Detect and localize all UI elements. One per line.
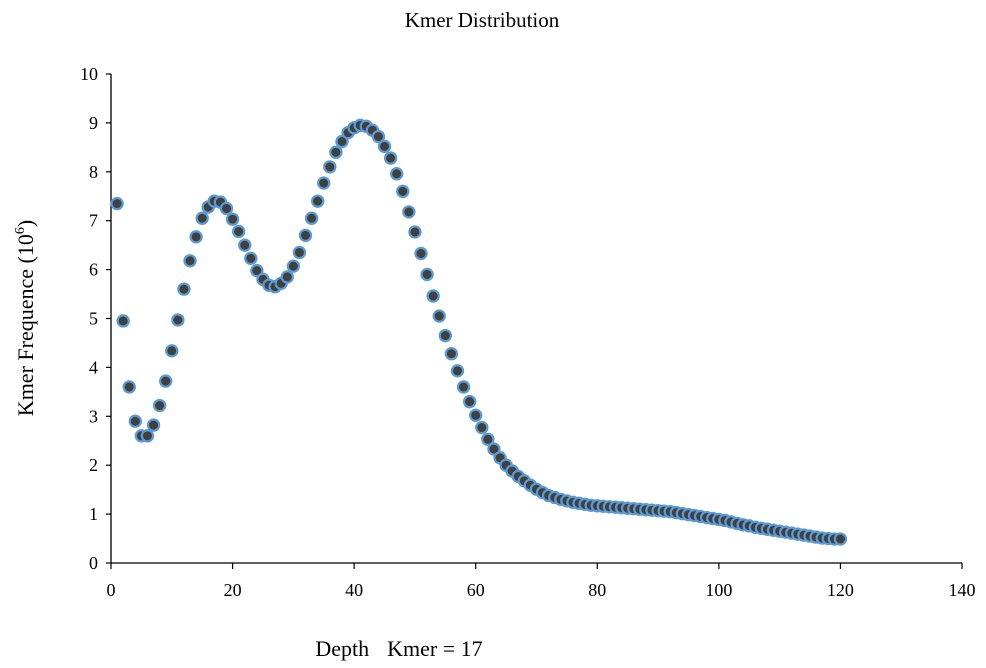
data-point [438,328,453,343]
data-point [323,160,337,174]
data-point [414,246,428,261]
data-point [487,442,501,456]
data-point [481,432,495,446]
data-point [371,129,386,144]
data-point [310,194,325,208]
data-point [329,145,343,159]
x-tick-label: 0 [107,580,116,600]
data-point [116,314,130,328]
data-point [171,313,185,327]
data-point [298,228,313,243]
data-point [389,167,404,181]
data-point [335,134,349,149]
y-tick-label: 10 [80,64,98,84]
data-point [146,418,161,432]
data-point [304,211,319,225]
x-tick-label: 80 [588,580,606,600]
data-point [238,238,252,252]
data-point [383,151,398,165]
data-point [195,211,209,225]
y-tick-label: 3 [89,406,98,426]
data-point [183,254,197,268]
x-axis-label: Depth Kmer = 17 [315,636,482,661]
data-point [250,263,264,278]
data-point [152,398,167,413]
y-tick-label: 2 [89,455,98,475]
data-point [110,196,124,211]
x-tick-label: 20 [224,580,242,600]
data-point [408,225,422,239]
data-point [292,245,307,260]
y-tick-label: 0 [89,553,98,573]
data-point [225,212,240,226]
data-point [165,344,179,358]
data-point [456,380,471,394]
y-tick-label: 1 [89,504,98,524]
data-point [475,420,489,435]
y-axis-label: Kmer Frequence (106) [13,220,38,416]
x-tick-label: 60 [467,580,485,600]
x-tick-label: 100 [705,580,732,600]
data-point [444,347,459,361]
chart-title: Kmer Distribution [405,8,560,32]
data-point [396,184,410,199]
y-tick-label: 4 [89,357,98,377]
data-point [122,380,136,394]
x-tick-label: 40 [345,580,363,600]
data-point [450,364,465,378]
data-points [110,118,848,546]
data-point [140,429,155,443]
y-tick-label: 5 [89,309,98,329]
data-point [177,282,191,296]
data-point [189,230,203,244]
data-point [244,251,258,266]
data-point [280,270,294,284]
data-point [469,408,483,423]
data-point [128,414,143,428]
y-tick-label: 6 [89,260,98,280]
data-point [426,289,440,303]
data-point [219,201,234,216]
data-point [377,139,392,154]
data-point [420,267,434,282]
x-tick-label: 120 [827,580,854,600]
data-point [833,532,848,546]
data-point [286,259,301,273]
data-point [159,374,173,388]
data-point [402,205,416,219]
data-point [231,224,246,239]
y-tick-label: 9 [89,113,98,133]
data-point [317,176,331,190]
data-point [432,309,446,323]
y-tick-label: 8 [89,162,98,182]
y-tick-label: 7 [89,211,98,231]
data-point [462,394,477,409]
x-tick-label: 140 [949,580,976,600]
